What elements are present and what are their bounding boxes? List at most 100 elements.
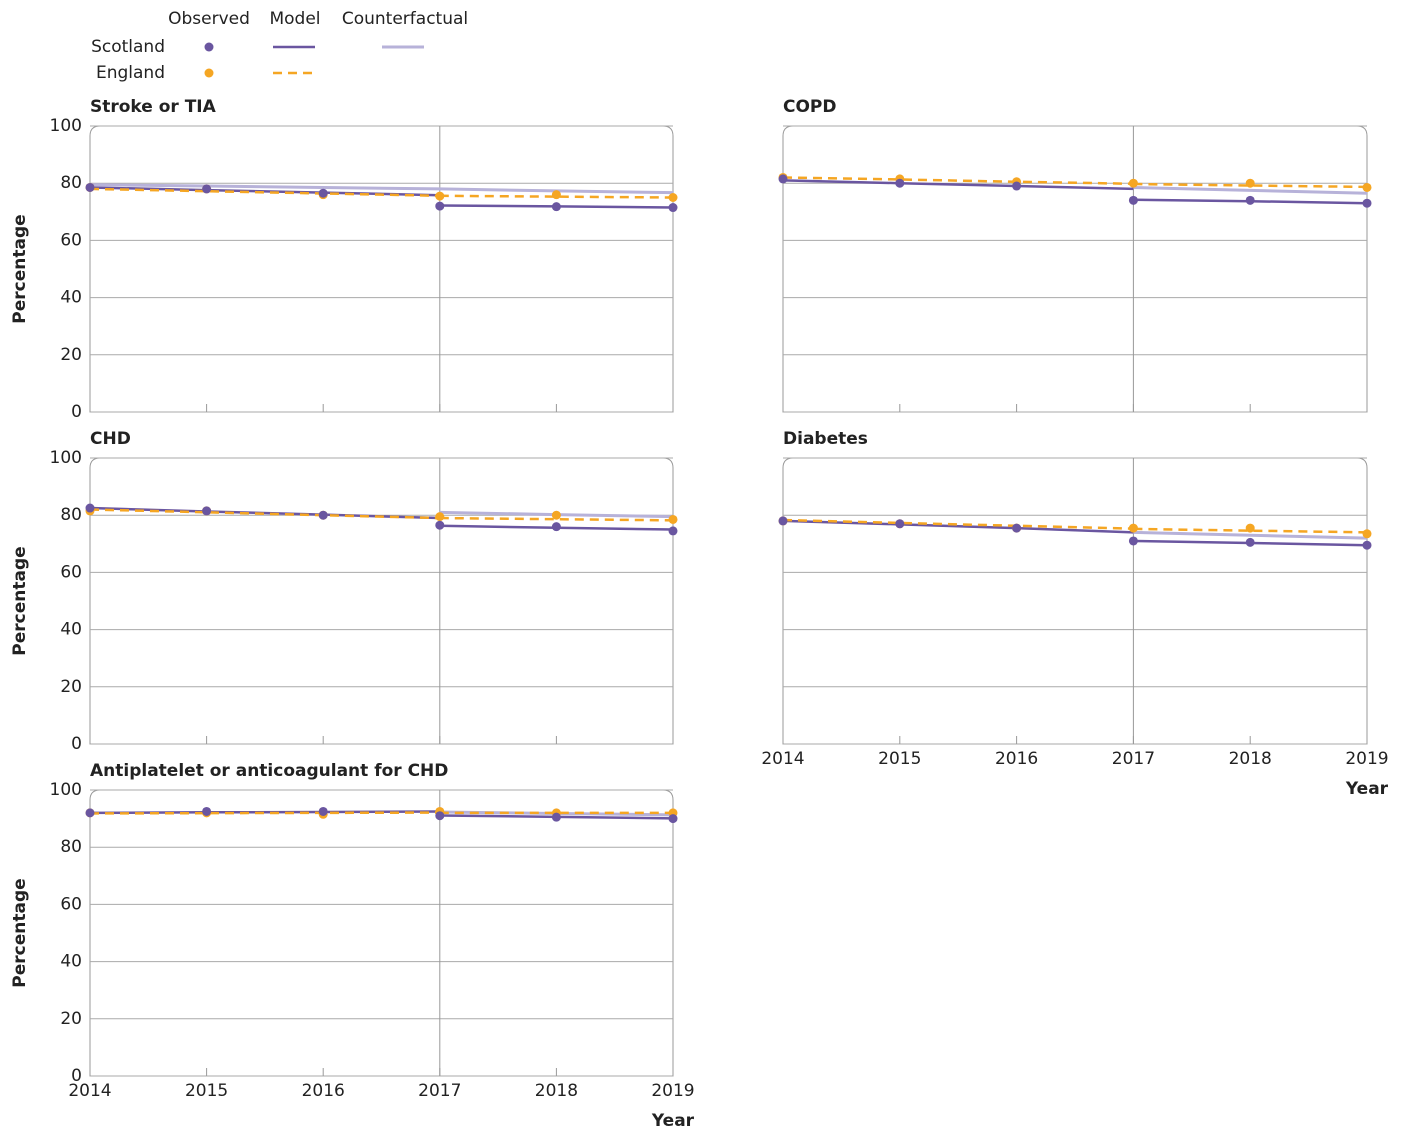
model-line — [89, 187, 440, 198]
model-line — [1133, 527, 1368, 534]
observed-point — [668, 526, 678, 536]
plot-frame — [782, 125, 1368, 413]
panel-title: COPD — [783, 97, 837, 117]
observed-point — [1245, 537, 1255, 547]
y-tick-label: 20 — [60, 677, 82, 697]
legend-dot — [204, 42, 214, 52]
y-tick-label: 0 — [71, 1066, 82, 1086]
model-line — [439, 516, 674, 522]
y-tick-label: 40 — [60, 952, 82, 972]
legend-dot — [204, 68, 214, 78]
observed-point — [318, 188, 328, 198]
y-tick-label: 40 — [60, 288, 82, 308]
y-tick-label: 80 — [60, 505, 82, 525]
observed-point — [1245, 523, 1255, 533]
observed-point — [85, 503, 95, 513]
observed-point — [1128, 178, 1138, 188]
observed-point — [202, 184, 212, 194]
observed-point — [895, 519, 905, 529]
x-tick-label: 2014 — [68, 1081, 111, 1101]
model-line — [782, 176, 1134, 186]
observed-point — [1012, 523, 1022, 533]
x-tick-label: 2015 — [878, 749, 921, 769]
observed-point — [668, 203, 678, 213]
y-tick-label: 60 — [60, 562, 82, 582]
panel-title: Antiplatelet or anticoagulant for CHD — [90, 761, 448, 781]
model-line — [89, 508, 440, 520]
y-axis-label: Percentage — [10, 878, 30, 987]
observed-point — [895, 178, 905, 188]
panel-title: Diabetes — [783, 429, 868, 449]
observed-point — [551, 190, 561, 200]
x-tick-label: 2016 — [302, 1081, 345, 1101]
model-line — [1133, 182, 1368, 189]
y-axis-label: Percentage — [10, 546, 30, 655]
observed-point — [778, 516, 788, 526]
observed-point — [85, 182, 95, 192]
plot-frame — [782, 457, 1368, 745]
y-tick-label: 20 — [60, 1009, 82, 1029]
x-tick-label: 2018 — [535, 1081, 578, 1101]
x-tick-label: 2018 — [1229, 749, 1272, 769]
observed-point — [435, 520, 445, 530]
x-tick-label: 2017 — [418, 1081, 461, 1101]
observed-point — [202, 806, 212, 816]
observed-point — [435, 201, 445, 211]
observed-point — [668, 514, 678, 524]
x-tick-label: 2014 — [761, 749, 804, 769]
legend-header: Observed — [168, 9, 250, 29]
x-axis-label: Year — [1345, 779, 1389, 799]
observed-point — [778, 174, 788, 184]
x-tick-label: 2016 — [995, 749, 1038, 769]
model-line — [89, 811, 440, 815]
observed-point — [1128, 523, 1138, 533]
observed-point — [85, 808, 95, 818]
observed-point — [551, 202, 561, 212]
x-tick-label: 2019 — [651, 1081, 694, 1101]
counterfactual-line — [1133, 530, 1368, 540]
legend-header: Model — [269, 9, 320, 29]
observed-point — [668, 193, 678, 202]
observed-point — [1362, 198, 1372, 208]
legend-header: Counterfactual — [342, 9, 468, 29]
observed-point — [1245, 178, 1255, 188]
observed-point — [1362, 540, 1372, 550]
panel-title: Stroke or TIA — [90, 97, 217, 117]
observed-point — [1128, 536, 1138, 546]
observed-point — [318, 806, 328, 816]
x-axis-label: Year — [651, 1111, 695, 1129]
observed-point — [435, 512, 445, 522]
x-tick-label: 2019 — [1345, 749, 1388, 769]
y-axis-label: Percentage — [10, 214, 30, 323]
x-tick-label: 2017 — [1112, 749, 1155, 769]
counterfactual-line — [1133, 185, 1368, 195]
y-tick-label: 100 — [50, 116, 82, 136]
observed-point — [551, 812, 561, 822]
plot-frame — [89, 457, 674, 745]
observed-point — [318, 510, 328, 520]
observed-point — [435, 811, 445, 821]
y-tick-label: 100 — [50, 448, 82, 468]
observed-point — [551, 510, 561, 520]
y-tick-label: 40 — [60, 620, 82, 640]
observed-point — [435, 191, 445, 201]
plot-frame — [89, 789, 674, 1077]
model-line — [782, 518, 1134, 530]
y-tick-label: 80 — [60, 173, 82, 193]
panel-title: CHD — [90, 429, 131, 449]
observed-point — [1245, 195, 1255, 205]
y-tick-label: 0 — [71, 734, 82, 754]
y-tick-label: 60 — [60, 894, 82, 914]
y-tick-label: 100 — [50, 780, 82, 800]
observed-point — [1128, 195, 1138, 205]
observed-point — [1362, 182, 1372, 192]
model-line — [782, 179, 1134, 191]
y-tick-label: 20 — [60, 345, 82, 365]
observed-point — [551, 522, 561, 532]
y-tick-label: 80 — [60, 837, 82, 857]
y-tick-label: 0 — [71, 402, 82, 422]
legend-label: England — [96, 63, 165, 83]
y-tick-label: 60 — [60, 230, 82, 250]
model-line — [782, 519, 1134, 534]
